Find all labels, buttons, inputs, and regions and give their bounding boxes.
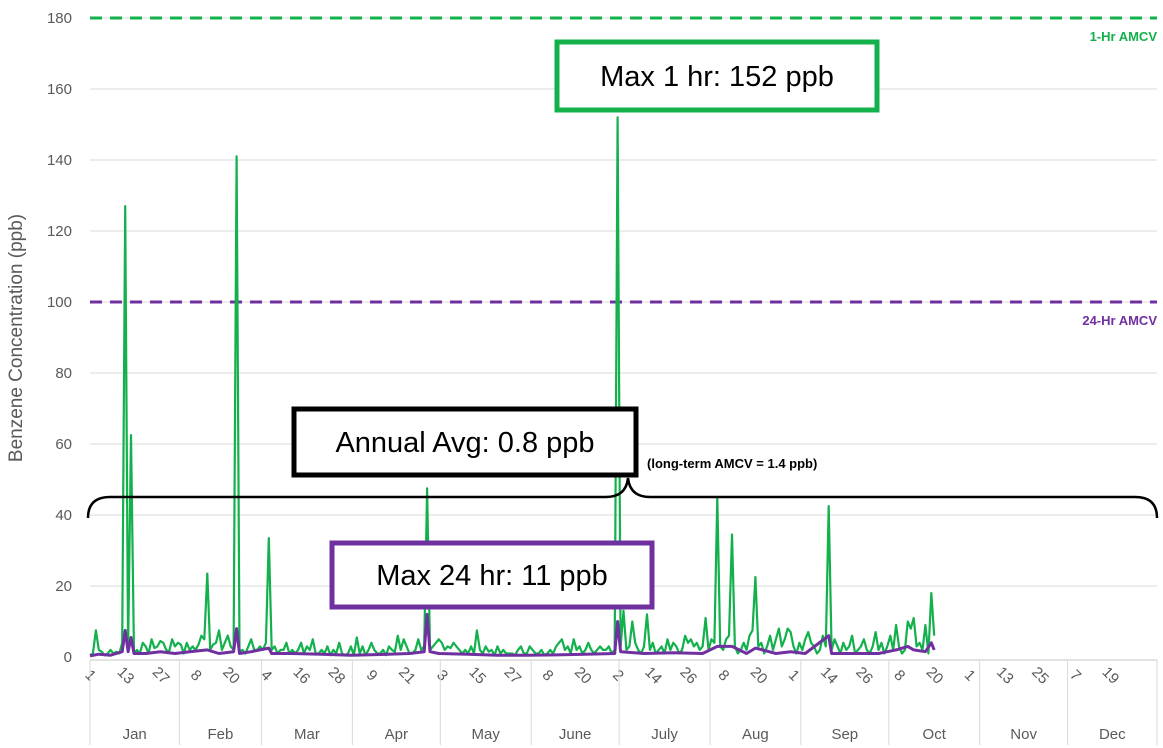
x-tick-label: 8 (715, 667, 733, 685)
x-tick-label: 3 (433, 667, 451, 685)
x-tick-label: 15 (465, 664, 489, 688)
x-tick-label: 8 (187, 667, 205, 685)
x-tick-label: 7 (1066, 667, 1084, 685)
x-tick-label: 13 (114, 664, 138, 688)
month-label: Mar (294, 726, 320, 743)
y-tick-label: 0 (64, 649, 72, 666)
x-tick-label: 25 (1028, 664, 1052, 688)
x-tick-label: 1 (961, 667, 979, 685)
y-tick-label: 160 (47, 81, 72, 98)
y-tick-label: 140 (47, 152, 72, 169)
x-tick-label: 21 (395, 664, 419, 688)
twentyfour-hr-series-line (89, 612, 936, 658)
x-tick-label: 16 (289, 664, 313, 688)
y-axis-ticks: 0 20 40 60 80 100 120 140 160 180 (47, 10, 72, 666)
long-term-amcv-note: (long-term AMCV = 1.4 ppb) (647, 456, 817, 471)
x-tick-label: 13 (993, 664, 1017, 688)
x-tick-label: 9 (363, 667, 381, 685)
annual-avg-text: Annual Avg: 0.8 ppb (335, 427, 594, 459)
month-label: Apr (385, 726, 408, 743)
one-hr-amcv-label: 1-Hr AMCV (1090, 29, 1158, 44)
x-tick-label: 1 (785, 667, 803, 685)
data-series (89, 116, 936, 658)
y-tick-label: 180 (47, 10, 72, 27)
annual-avg-callout: Annual Avg: 0.8 ppb (291, 406, 639, 478)
one-hr-series-line (89, 116, 936, 657)
x-tick-label: 14 (817, 664, 841, 688)
x-tick-label: 28 (325, 664, 349, 688)
x-tick-label: 27 (501, 664, 525, 688)
max-24hr-callout: Max 24 hr: 11 ppb (329, 540, 655, 610)
month-label: Dec (1099, 726, 1126, 743)
twentyfour-hr-amcv-label: 24-Hr AMCV (1082, 313, 1157, 328)
y-tick-label: 100 (47, 294, 72, 311)
gridlines (90, 17, 1157, 587)
x-tick-label: 27 (149, 664, 173, 688)
x-tick-label: 26 (852, 664, 876, 688)
x-axis: 1 13 27 8 20 4 16 28 9 21 3 15 27 8 20 2 14 26 8 20 1 14 26 8 20… (81, 659, 1158, 745)
annual-average-brace (86, 477, 1159, 519)
x-tick-label: 26 (676, 664, 700, 688)
x-tick-label: 19 (1099, 664, 1123, 688)
reference-lines: 1-Hr AMCV 24-Hr AMCV (90, 16, 1158, 328)
x-tick-label: 20 (571, 664, 595, 688)
x-tick-label: 8 (539, 667, 557, 685)
x-tick-label: 2 (609, 667, 627, 685)
y-tick-label: 60 (55, 436, 72, 453)
x-tick-label: 20 (747, 664, 771, 688)
month-label: Nov (1010, 726, 1037, 743)
month-label: July (651, 726, 678, 743)
month-label: Jan (123, 726, 147, 743)
y-tick-label: 20 (55, 578, 72, 595)
month-label: Oct (923, 726, 947, 743)
x-tick-label: 8 (890, 667, 908, 685)
max-1hr-callout: Max 1 hr: 152 ppb (554, 39, 880, 113)
x-tick-label: 20 (923, 664, 947, 688)
max-1hr-text: Max 1 hr: 152 ppb (600, 61, 834, 93)
month-label: Sep (831, 726, 858, 743)
y-tick-label: 120 (47, 223, 72, 240)
y-axis-label: Benzene Concentration (ppb) (6, 214, 27, 462)
month-label: Aug (742, 726, 769, 743)
y-tick-label: 40 (55, 507, 72, 524)
month-label: June (559, 726, 592, 743)
month-label: May (472, 726, 501, 743)
max-24hr-text: Max 24 hr: 11 ppb (376, 560, 608, 592)
month-label: Feb (208, 726, 234, 743)
x-tick-label: 4 (257, 667, 275, 685)
y-tick-label: 80 (55, 365, 72, 382)
x-tick-label: 20 (219, 664, 243, 688)
x-tick-label: 14 (641, 664, 665, 688)
